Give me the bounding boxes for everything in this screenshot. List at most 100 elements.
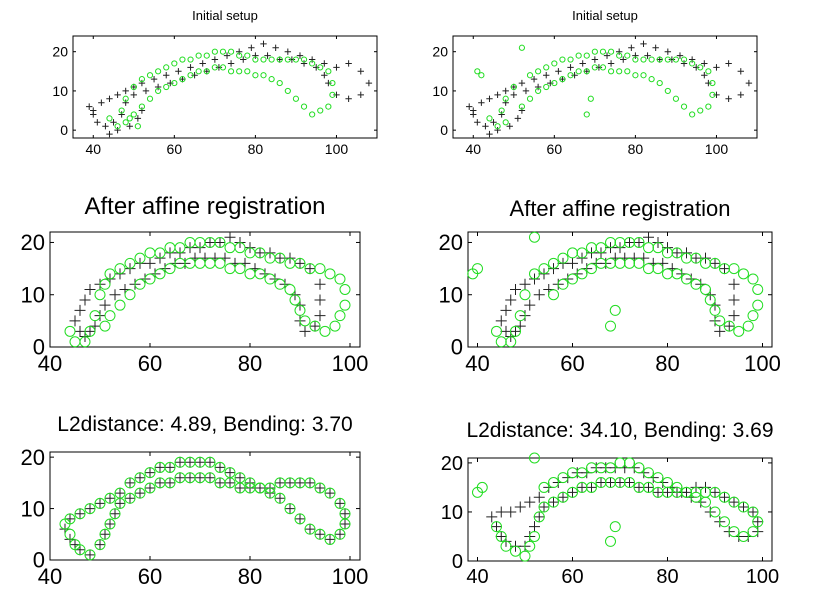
plus-marker xyxy=(486,95,493,102)
plus-marker xyxy=(227,60,235,67)
plus-marker xyxy=(174,456,186,468)
panel-4: After affine registration 40 60 80 100 0 10 20 xyxy=(439,196,781,376)
panel-3: After affine registration 40 60 80 100 0 10 20 xyxy=(21,193,369,376)
circle-marker xyxy=(586,462,597,474)
plus-marker xyxy=(591,56,599,63)
circle-marker xyxy=(274,278,286,290)
plus-marker xyxy=(274,477,286,489)
circle-marker xyxy=(268,56,275,63)
plus-marker xyxy=(548,496,559,508)
plus-marker xyxy=(224,467,236,479)
circle-marker xyxy=(122,95,129,102)
series-plus xyxy=(69,231,326,343)
plus-marker xyxy=(224,477,236,489)
circle-marker xyxy=(472,263,483,275)
plus-marker xyxy=(728,294,740,306)
circle-marker xyxy=(211,64,218,71)
circle-marker xyxy=(510,83,517,91)
circle-marker xyxy=(154,268,166,280)
chart-title: Initial setup xyxy=(572,8,638,23)
circle-marker xyxy=(586,263,597,275)
circle-marker xyxy=(219,64,227,71)
plus-marker xyxy=(274,492,286,504)
plus-marker xyxy=(495,506,507,518)
circle-marker xyxy=(114,299,126,311)
plus-marker xyxy=(339,518,351,530)
circle-marker xyxy=(586,481,597,493)
circle-marker xyxy=(79,336,91,348)
circle-marker xyxy=(609,521,621,533)
circle-marker xyxy=(224,467,236,479)
circle-marker xyxy=(99,278,111,290)
circle-marker xyxy=(648,76,655,83)
panel-1: Initial setup 40 60 80 100 0 10 20 xyxy=(52,8,378,157)
circle-marker xyxy=(690,252,702,264)
plus-marker xyxy=(211,56,219,63)
circle-marker xyxy=(632,56,639,63)
plus-marker xyxy=(94,539,106,551)
plus-marker xyxy=(719,491,730,503)
circle-marker xyxy=(705,68,712,75)
circle-marker xyxy=(738,501,749,513)
plus-marker xyxy=(728,310,740,322)
series-plus xyxy=(466,40,753,138)
plus-marker xyxy=(633,236,645,248)
circle-marker xyxy=(325,68,332,75)
circle-marker xyxy=(317,64,324,71)
plus-marker xyxy=(272,44,279,51)
plus-marker xyxy=(745,79,753,87)
circle-marker xyxy=(616,68,623,75)
circle-marker xyxy=(195,52,202,59)
x-tick-label: 100 xyxy=(332,351,369,376)
circle-marker xyxy=(616,52,623,59)
circle-marker xyxy=(728,263,740,275)
circle-marker xyxy=(709,506,721,518)
circle-marker xyxy=(690,491,702,503)
circle-marker xyxy=(575,52,582,59)
circle-marker xyxy=(260,56,267,63)
circle-marker xyxy=(633,236,645,248)
plus-marker xyxy=(154,83,162,91)
plus-marker xyxy=(510,284,521,295)
circle-marker xyxy=(94,289,106,301)
circle-marker xyxy=(104,268,116,280)
plus-marker xyxy=(260,40,267,48)
circle-marker xyxy=(559,76,566,83)
plus-marker xyxy=(204,472,216,484)
circle-marker xyxy=(284,56,291,63)
plus-marker xyxy=(134,487,146,499)
plus-marker xyxy=(114,497,126,509)
plus-marker xyxy=(615,48,623,55)
plus-marker xyxy=(184,456,196,468)
plus-marker xyxy=(728,496,740,508)
circle-marker xyxy=(538,263,550,275)
plus-marker xyxy=(529,521,540,533)
circle-marker xyxy=(274,492,286,504)
circle-marker xyxy=(567,486,578,498)
plus-marker xyxy=(84,549,96,561)
circle-marker xyxy=(146,95,154,102)
plus-marker xyxy=(557,491,569,503)
circle-marker xyxy=(194,257,206,269)
series-plus xyxy=(86,40,373,138)
plus-marker xyxy=(500,304,512,316)
plus-marker xyxy=(644,52,651,59)
circle-marker xyxy=(662,477,673,489)
plus-marker xyxy=(215,64,223,71)
plus-marker xyxy=(284,477,296,489)
panel-2: Initial setup 40 60 80 100 0 10 20 xyxy=(432,8,758,157)
circle-marker xyxy=(576,268,588,280)
plus-marker xyxy=(571,72,578,79)
circle-marker xyxy=(624,457,635,469)
circle-marker xyxy=(681,273,692,285)
circle-marker xyxy=(211,48,218,55)
y-tick-label: 20 xyxy=(21,445,45,470)
plus-marker xyxy=(498,111,505,118)
circle-marker xyxy=(697,64,704,71)
circle-marker xyxy=(118,107,125,114)
plus-marker xyxy=(693,64,700,71)
circle-marker xyxy=(146,72,154,79)
plus-marker xyxy=(547,79,554,87)
circle-marker xyxy=(214,236,226,248)
x-tick-label: 100 xyxy=(744,351,781,376)
